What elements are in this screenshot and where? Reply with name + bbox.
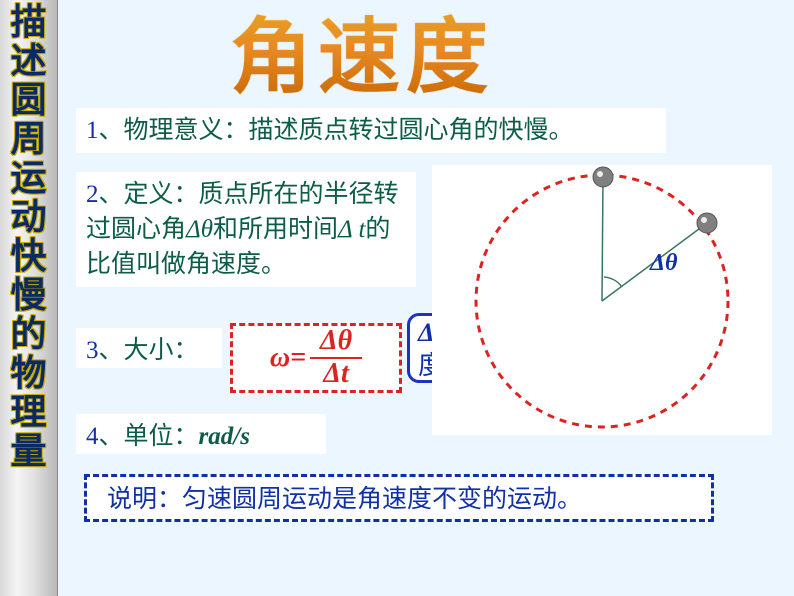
- svg-text:Δθ: Δθ: [649, 250, 678, 276]
- point-1: 1、物理意义：描述质点转过圆心角的快慢。: [76, 108, 666, 153]
- point-2-text-c: 和所用时间: [213, 216, 338, 243]
- point-3: 3、大小：: [76, 328, 222, 368]
- diagram: Δθ: [432, 165, 772, 435]
- sidebar: 描 述 圆 周 运 动 快 慢 的 物 理 量: [0, 0, 58, 596]
- point-2-sym-2: Δ t: [338, 216, 365, 243]
- note-text: 说明：匀速圆周运动是角速度不变的运动。: [107, 486, 582, 513]
- point-2-sym-1: Δθ: [186, 216, 213, 243]
- point-4-unit: rad/s: [199, 423, 250, 450]
- point-2-num: 2: [86, 181, 99, 208]
- sidebar-label: 描 述 圆 周 运 动 快 慢 的 物 理 量: [11, 3, 47, 471]
- point-2: 2、定义：质点所在的半径转过圆心角Δθ和所用时间Δ t的比值叫做角速度。: [76, 172, 416, 287]
- circle-diagram: Δθ: [432, 165, 772, 435]
- note-box: 说明：匀速圆周运动是角速度不变的运动。: [84, 474, 714, 522]
- point-3-text: 、大小：: [99, 337, 199, 364]
- formula-box: ω= Δθ Δt: [230, 323, 402, 393]
- point-4-text: 、单位：: [99, 423, 199, 450]
- point-4: 4、单位：rad/s: [76, 414, 326, 454]
- page-title: 角速度: [230, 0, 494, 109]
- formula-lhs: ω=: [270, 342, 306, 374]
- point-1-text: 、物理意义：描述质点转过圆心角的快慢。: [99, 117, 574, 144]
- formula-fraction: Δθ Δt: [310, 326, 362, 390]
- formula-numerator: Δθ: [310, 326, 362, 359]
- point-3-num: 3: [86, 337, 99, 364]
- formula-denominator: Δt: [313, 359, 358, 390]
- point-1-num: 1: [86, 117, 99, 144]
- formula: ω= Δθ Δt: [270, 326, 362, 390]
- point-4-num: 4: [86, 423, 99, 450]
